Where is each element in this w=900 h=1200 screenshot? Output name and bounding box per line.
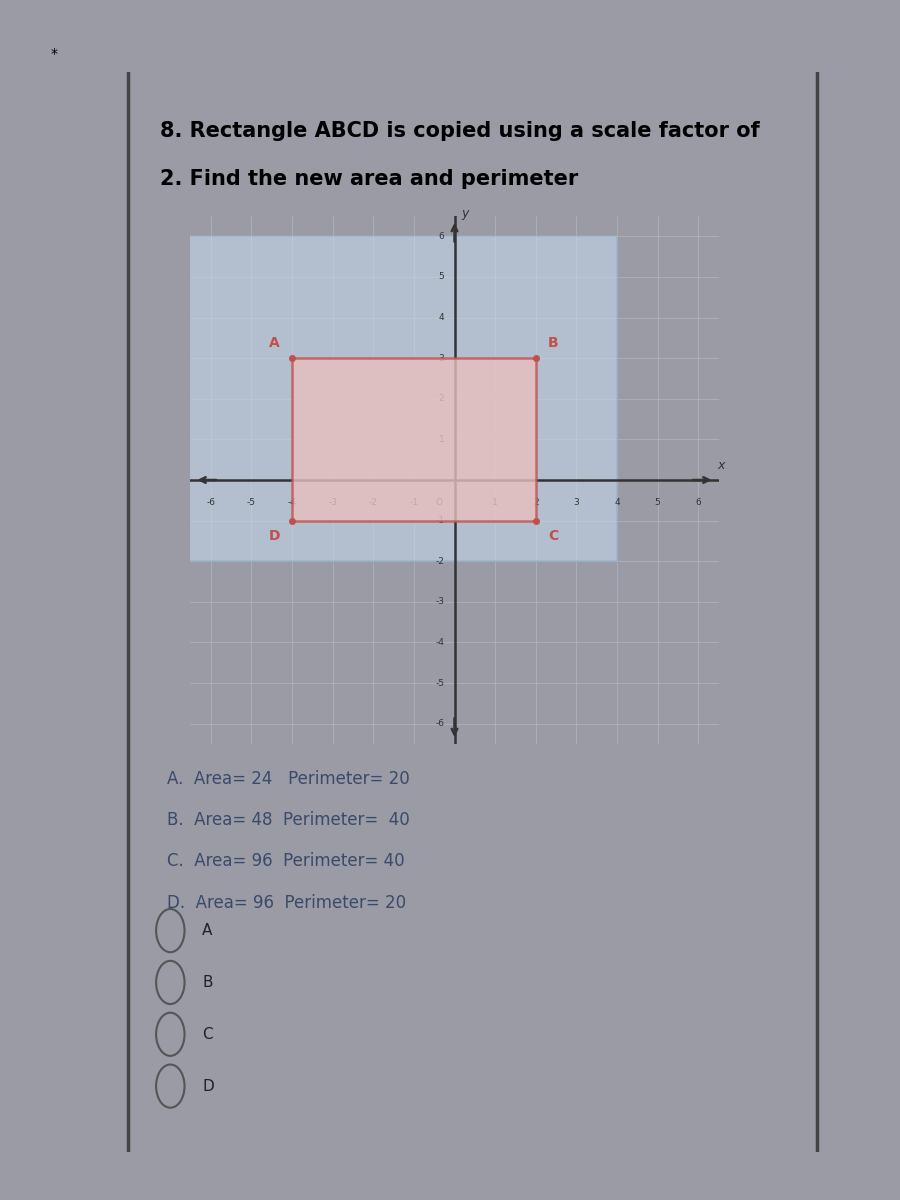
Text: 1: 1 [492,498,498,508]
Text: -4: -4 [436,638,445,647]
Text: -5: -5 [247,498,256,508]
Text: O: O [436,498,442,508]
Text: B: B [202,974,212,990]
Text: 5: 5 [654,498,661,508]
Text: 5: 5 [438,272,445,282]
Text: 6: 6 [438,232,445,241]
Text: y: y [461,208,468,221]
Text: A: A [202,923,212,938]
Text: -5: -5 [436,678,445,688]
Text: C: C [202,1027,213,1042]
Text: *: * [50,47,58,61]
Polygon shape [292,358,536,521]
Text: x: x [716,460,725,473]
Text: -1: -1 [436,516,445,526]
Text: C: C [548,529,558,542]
Text: -6: -6 [436,719,445,728]
Text: 3: 3 [573,498,580,508]
Text: 1: 1 [438,434,445,444]
Text: 2: 2 [533,498,538,508]
Polygon shape [130,236,617,562]
Text: 6: 6 [696,498,701,508]
Text: 8. Rectangle ABCD is copied using a scale factor of: 8. Rectangle ABCD is copied using a scal… [159,121,760,140]
Text: 2. Find the new area and perimeter: 2. Find the new area and perimeter [159,169,578,190]
Text: C.  Area= 96  Perimeter= 40: C. Area= 96 Perimeter= 40 [166,852,404,870]
Text: 2: 2 [438,395,445,403]
Text: D: D [268,529,280,542]
Text: -3: -3 [328,498,338,508]
Text: -4: -4 [288,498,296,508]
Text: -1: -1 [410,498,418,508]
Text: -6: -6 [206,498,215,508]
Text: A.  Area= 24   Perimeter= 20: A. Area= 24 Perimeter= 20 [166,770,410,788]
Text: B.  Area= 48  Perimeter=  40: B. Area= 48 Perimeter= 40 [166,811,410,829]
Text: A: A [269,336,280,350]
Text: -3: -3 [436,598,445,606]
Text: D: D [202,1079,214,1093]
Text: 4: 4 [614,498,620,508]
Text: D.  Area= 96  Perimeter= 20: D. Area= 96 Perimeter= 20 [166,894,406,912]
Text: -2: -2 [369,498,378,508]
Text: 4: 4 [438,313,445,322]
Text: 3: 3 [438,354,445,362]
Text: -2: -2 [436,557,445,565]
Text: B: B [548,336,559,350]
